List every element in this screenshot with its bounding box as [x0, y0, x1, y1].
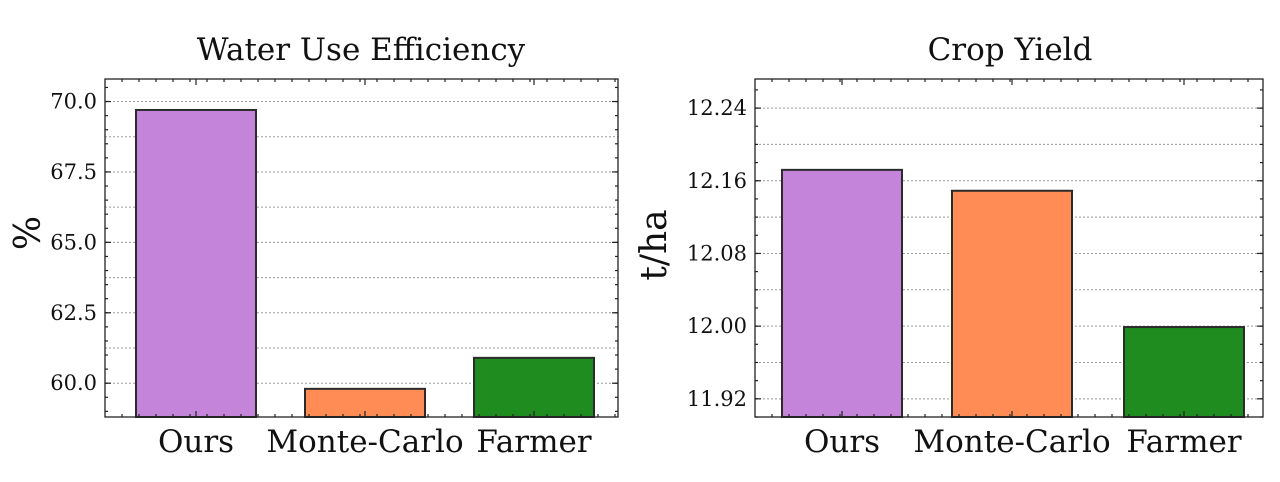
crop-yield-panel: Crop Yield t/ha 11.92 12.00 12.08 12.16 12.2… — [634, 32, 1264, 460]
bar-ours — [135, 108, 257, 418]
y-tick-label: 11.92 — [687, 387, 747, 411]
y-axis-label: % — [8, 216, 49, 250]
y-tick-label: 12.00 — [687, 314, 747, 338]
bar-farmer — [473, 356, 595, 419]
x-tick-label: Ours — [158, 424, 234, 460]
x-tick-label: Ours — [804, 424, 880, 460]
x-tick-label: Monte-Carlo — [913, 424, 1110, 460]
y-tick-label: 12.16 — [687, 169, 747, 193]
x-tick-label: Farmer — [1126, 424, 1241, 460]
y-axis-label: t/ha — [634, 209, 675, 280]
bar-monte-carlo — [951, 189, 1073, 418]
y-tick-label: 12.08 — [687, 241, 747, 265]
bar-ours — [781, 168, 903, 418]
y-tick-label: 67.5 — [50, 160, 97, 184]
x-tick-label: Monte-Carlo — [266, 424, 463, 460]
y-tick-label: 60.0 — [50, 371, 97, 395]
y-tick-label: 12.24 — [687, 96, 747, 120]
bar-farmer — [1123, 326, 1245, 419]
water-use-efficiency-panel: Water Use Efficiency % 60.0 62.5 65.0 67.5 7… — [8, 32, 619, 460]
chart-title: Crop Yield — [928, 32, 1093, 68]
plot-frame — [754, 78, 1264, 418]
plot-frame — [104, 78, 619, 418]
chart-title: Water Use Efficiency — [197, 32, 526, 68]
x-tick-label: Farmer — [476, 424, 591, 460]
y-tick-label: 65.0 — [50, 230, 97, 254]
y-tick-label: 70.0 — [50, 90, 97, 114]
y-tick-label: 62.5 — [50, 301, 97, 325]
